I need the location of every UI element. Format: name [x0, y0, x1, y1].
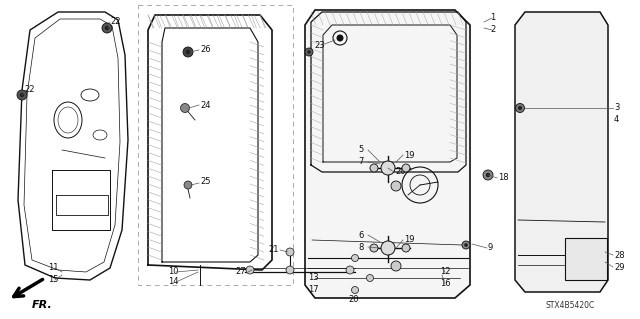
Text: 22: 22	[110, 18, 120, 26]
Text: 2: 2	[490, 26, 495, 34]
Bar	[565, 238, 607, 280]
Text: 19: 19	[404, 235, 415, 244]
Circle shape	[20, 93, 24, 97]
Circle shape	[286, 248, 294, 256]
Text: 1: 1	[490, 13, 495, 23]
Circle shape	[367, 275, 374, 281]
Circle shape	[180, 103, 189, 113]
Text: 24: 24	[200, 100, 211, 109]
Text: 27: 27	[235, 268, 246, 277]
Text: 29: 29	[614, 263, 625, 271]
Circle shape	[305, 48, 313, 56]
Circle shape	[351, 286, 358, 293]
Circle shape	[105, 26, 109, 30]
Circle shape	[402, 164, 410, 172]
Circle shape	[381, 241, 395, 255]
Text: 20: 20	[348, 295, 358, 305]
Polygon shape	[305, 10, 470, 298]
Text: 23: 23	[314, 41, 324, 49]
Circle shape	[462, 241, 470, 249]
Circle shape	[402, 244, 410, 252]
Text: 17: 17	[308, 286, 319, 294]
Circle shape	[483, 170, 493, 180]
Circle shape	[370, 164, 378, 172]
Polygon shape	[515, 12, 608, 292]
Text: 8: 8	[358, 242, 364, 251]
Circle shape	[17, 90, 27, 100]
Text: 9: 9	[488, 243, 493, 253]
Text: 16: 16	[440, 279, 451, 288]
Circle shape	[351, 255, 358, 262]
Circle shape	[464, 243, 468, 247]
Circle shape	[307, 50, 311, 54]
Circle shape	[381, 161, 395, 175]
Text: FR.: FR.	[31, 300, 52, 310]
Text: 11: 11	[48, 263, 58, 272]
Circle shape	[102, 23, 112, 33]
Text: 19: 19	[404, 151, 415, 160]
Text: 28: 28	[614, 250, 625, 259]
Text: STX4B5420C: STX4B5420C	[545, 300, 595, 309]
Circle shape	[346, 266, 354, 274]
Text: 3: 3	[614, 103, 620, 113]
Text: 12: 12	[440, 268, 451, 277]
Circle shape	[186, 50, 190, 54]
Circle shape	[337, 34, 344, 41]
Circle shape	[370, 244, 378, 252]
Circle shape	[486, 173, 490, 177]
Text: 13: 13	[308, 273, 319, 283]
Text: 22: 22	[24, 85, 35, 94]
Circle shape	[391, 261, 401, 271]
Circle shape	[183, 47, 193, 57]
Text: 20: 20	[395, 167, 406, 176]
Text: 18: 18	[498, 174, 509, 182]
Text: 21: 21	[268, 246, 278, 255]
Text: 6: 6	[358, 231, 364, 240]
Circle shape	[246, 266, 254, 274]
Circle shape	[184, 181, 192, 189]
Text: 25: 25	[200, 177, 211, 187]
Circle shape	[518, 106, 522, 110]
Text: 26: 26	[200, 46, 211, 55]
Text: 7: 7	[358, 158, 364, 167]
Circle shape	[391, 181, 401, 191]
Text: 14: 14	[168, 278, 179, 286]
Text: 15: 15	[48, 276, 58, 285]
Text: 4: 4	[614, 115, 620, 124]
Text: 5: 5	[358, 145, 364, 154]
Bar	[138, 5, 293, 285]
Text: 10: 10	[168, 268, 179, 277]
Circle shape	[286, 266, 294, 274]
Circle shape	[515, 103, 525, 113]
